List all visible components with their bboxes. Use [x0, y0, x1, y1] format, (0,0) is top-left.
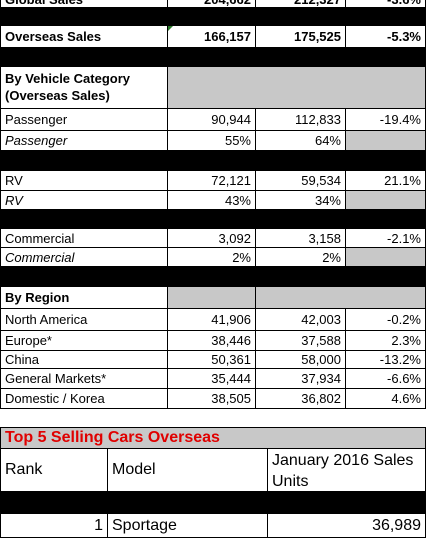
- cell-comment-marker: [168, 26, 173, 31]
- commercial-share-label: Commercial: [0, 248, 168, 267]
- vehicle-category-heading: By Vehicle Category (Overseas Sales): [0, 67, 168, 109]
- region-change: 4.6%: [346, 389, 426, 409]
- region-2016: 35,444: [168, 369, 256, 389]
- gray-blank-cell: [346, 191, 426, 210]
- region-label: Domestic / Korea: [0, 389, 168, 409]
- spacer-row: [0, 409, 426, 427]
- top5-units: 36,989: [268, 514, 426, 538]
- passenger-share-row: Passenger 55% 64%: [0, 131, 426, 151]
- region-2016: 50,361: [168, 351, 256, 369]
- region-2015: 37,588: [256, 331, 346, 351]
- region-label: Europe*: [0, 331, 168, 351]
- overseas-sales-2016: 166,157: [168, 26, 256, 48]
- header-gray-fill: [168, 287, 256, 309]
- region-row: Europe* 38,446 37,588 2.3%: [0, 331, 426, 351]
- top5-rank: 1: [0, 514, 108, 538]
- black-divider: [0, 151, 426, 171]
- top5-col-units: January 2016 Sales Units: [268, 449, 426, 492]
- passenger-change: -19.4%: [346, 109, 426, 131]
- top5-title-row: Top 5 Selling Cars Overseas: [0, 427, 426, 449]
- black-divider: [0, 48, 426, 67]
- region-label: General Markets*: [0, 369, 168, 389]
- top5-header-row: Rank Model January 2016 Sales Units: [0, 449, 426, 492]
- top5-col-rank: Rank: [0, 449, 108, 492]
- commercial-label: Commercial: [0, 229, 168, 248]
- region-2015: 37,934: [256, 369, 346, 389]
- region-heading: By Region: [0, 287, 168, 309]
- commercial-share-row: Commercial 2% 2%: [0, 248, 426, 267]
- commercial-2016: 3,092: [168, 229, 256, 248]
- top5-model: Sportage: [108, 514, 268, 538]
- global-sales-row: Global Sales 204,662 212,327 -3.6%: [0, 0, 426, 8]
- commercial-change: -2.1%: [346, 229, 426, 248]
- header-gray-fill: [256, 287, 426, 309]
- top5-row: 1 Sportage 36,989: [0, 514, 426, 538]
- rv-share-label: RV: [0, 191, 168, 210]
- region-2015: 42,003: [256, 309, 346, 331]
- rv-share-row: RV 43% 34%: [0, 191, 426, 210]
- passenger-2015: 112,833: [256, 109, 346, 131]
- region-header-row: By Region: [0, 287, 426, 309]
- region-label: North America: [0, 309, 168, 331]
- commercial-share-2015: 2%: [256, 248, 346, 267]
- commercial-2015: 3,158: [256, 229, 346, 248]
- region-change: -0.2%: [346, 309, 426, 331]
- global-sales-2016: 204,662: [168, 0, 256, 8]
- black-divider: [0, 267, 426, 287]
- rv-share-2015: 34%: [256, 191, 346, 210]
- region-2015: 36,802: [256, 389, 346, 409]
- passenger-2016: 90,944: [168, 109, 256, 131]
- rv-change: 21.1%: [346, 171, 426, 191]
- region-row: North America 41,906 42,003 -0.2%: [0, 309, 426, 331]
- commercial-row: Commercial 3,092 3,158 -2.1%: [0, 229, 426, 248]
- header-gray-fill: [168, 67, 426, 109]
- rv-row: RV 72,121 59,534 21.1%: [0, 171, 426, 191]
- rv-label: RV: [0, 171, 168, 191]
- gray-blank-cell: [346, 131, 426, 151]
- region-change: -6.6%: [346, 369, 426, 389]
- vehicle-category-header: By Vehicle Category (Overseas Sales): [0, 67, 426, 109]
- commercial-share-2016: 2%: [168, 248, 256, 267]
- gray-blank-cell: [346, 248, 426, 267]
- overseas-sales-2015: 175,525: [256, 26, 346, 48]
- region-2016: 38,446: [168, 331, 256, 351]
- overseas-sales-change: -5.3%: [346, 26, 426, 48]
- top5-title: Top 5 Selling Cars Overseas: [0, 427, 426, 449]
- top5-col-model: Model: [108, 449, 268, 492]
- global-sales-2015: 212,327: [256, 0, 346, 8]
- region-row: Domestic / Korea 38,505 36,802 4.6%: [0, 389, 426, 409]
- region-2016: 41,906: [168, 309, 256, 331]
- black-divider: [0, 210, 426, 229]
- passenger-row: Passenger 90,944 112,833 -19.4%: [0, 109, 426, 131]
- region-2016: 38,505: [168, 389, 256, 409]
- rv-2016: 72,121: [168, 171, 256, 191]
- overseas-sales-label: Overseas Sales: [0, 26, 168, 48]
- overseas-sales-row: Overseas Sales 166,157 175,525 -5.3%: [0, 26, 426, 48]
- black-divider: [0, 492, 426, 514]
- region-change: -13.2%: [346, 351, 426, 369]
- region-2015: 58,000: [256, 351, 346, 369]
- rv-2015: 59,534: [256, 171, 346, 191]
- global-sales-label: Global Sales: [0, 0, 168, 8]
- region-row: China 50,361 58,000 -13.2%: [0, 351, 426, 369]
- region-row: General Markets* 35,444 37,934 -6.6%: [0, 369, 426, 389]
- passenger-share-label: Passenger: [0, 131, 168, 151]
- global-sales-change: -3.6%: [346, 0, 426, 8]
- passenger-share-2016: 55%: [168, 131, 256, 151]
- region-change: 2.3%: [346, 331, 426, 351]
- region-label: China: [0, 351, 168, 369]
- rv-share-2016: 43%: [168, 191, 256, 210]
- black-divider: [0, 8, 426, 26]
- passenger-share-2015: 64%: [256, 131, 346, 151]
- passenger-label: Passenger: [0, 109, 168, 131]
